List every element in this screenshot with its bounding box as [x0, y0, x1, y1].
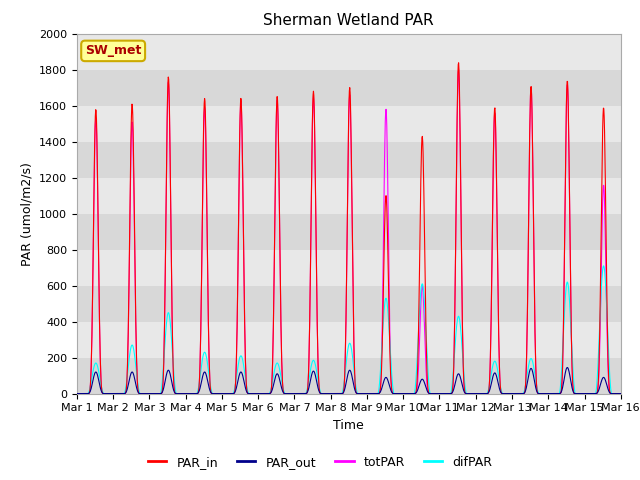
PAR_out — [552, 391, 560, 396]
PAR_out — [563, 365, 571, 371]
PAR_out — [433, 391, 441, 396]
Line: difPAR: difPAR — [77, 266, 621, 394]
PAR_out — [194, 390, 202, 396]
PAR_out — [180, 391, 188, 396]
difPAR — [552, 391, 560, 396]
Bar — [77, 142, 621, 178]
PAR_in — [617, 391, 625, 396]
totPAR — [553, 391, 561, 396]
totPAR — [617, 391, 625, 396]
totPAR — [73, 391, 81, 396]
difPAR — [194, 388, 202, 394]
PAR_in — [73, 391, 81, 396]
difPAR — [617, 391, 625, 396]
Legend: PAR_in, PAR_out, totPAR, difPAR: PAR_in, PAR_out, totPAR, difPAR — [143, 451, 497, 474]
Line: PAR_out: PAR_out — [77, 368, 621, 394]
totPAR — [180, 391, 188, 396]
difPAR — [255, 391, 262, 396]
PAR_in — [455, 60, 463, 66]
Bar — [77, 34, 621, 70]
difPAR — [73, 391, 81, 396]
difPAR — [180, 391, 188, 396]
totPAR — [433, 391, 441, 396]
Line: totPAR: totPAR — [77, 70, 621, 394]
PAR_in — [180, 391, 188, 396]
Y-axis label: PAR (umol/m2/s): PAR (umol/m2/s) — [20, 162, 33, 265]
Line: PAR_in: PAR_in — [77, 63, 621, 394]
Bar — [77, 250, 621, 286]
totPAR — [505, 391, 513, 396]
PAR_in — [194, 390, 202, 396]
Bar — [77, 286, 621, 322]
difPAR — [504, 391, 512, 396]
Bar — [77, 358, 621, 394]
PAR_out — [617, 391, 625, 396]
Bar — [77, 70, 621, 106]
PAR_out — [73, 391, 81, 396]
Title: Sherman Wetland PAR: Sherman Wetland PAR — [264, 13, 434, 28]
Text: SW_met: SW_met — [85, 44, 141, 58]
difPAR — [600, 263, 607, 269]
Bar — [77, 214, 621, 250]
PAR_in — [553, 391, 561, 396]
totPAR — [455, 67, 463, 73]
totPAR — [194, 390, 202, 396]
totPAR — [255, 391, 262, 396]
PAR_in — [433, 391, 441, 396]
X-axis label: Time: Time — [333, 419, 364, 432]
Bar — [77, 106, 621, 142]
PAR_in — [505, 391, 513, 396]
PAR_in — [255, 391, 262, 396]
difPAR — [433, 391, 441, 396]
Bar — [77, 178, 621, 214]
PAR_out — [255, 391, 262, 396]
Bar — [77, 322, 621, 358]
PAR_out — [504, 391, 512, 396]
